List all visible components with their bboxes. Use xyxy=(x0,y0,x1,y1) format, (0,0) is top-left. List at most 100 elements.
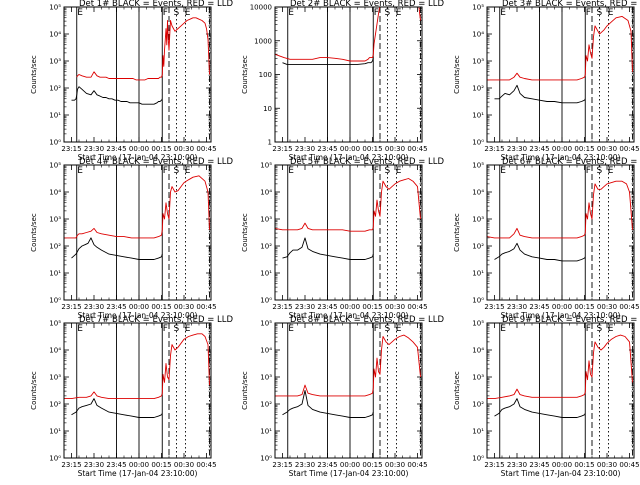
panel-title: Det 9# BLACK = Events, RED = LLD xyxy=(502,315,640,325)
marker-label: E xyxy=(500,8,506,18)
x-tick-label: 00:45 xyxy=(196,461,216,469)
marker-label: F xyxy=(374,324,379,334)
marker-label: E xyxy=(77,166,83,176)
series-line-lld xyxy=(275,7,421,62)
x-tick-label: 00:15 xyxy=(151,461,171,469)
series-line-events xyxy=(494,398,586,418)
x-tick-label: 00:30 xyxy=(385,461,405,469)
y-tick-label: 10¹ xyxy=(49,112,61,120)
x-tick-label: 23:45 xyxy=(529,145,549,153)
y-tick-label: 10¹ xyxy=(260,270,272,278)
x-tick-label: 00:45 xyxy=(619,461,639,469)
series-group xyxy=(487,15,633,104)
x-tick-label: 23:15 xyxy=(272,145,292,153)
y-tick-label: 10² xyxy=(49,401,61,409)
y-tick-label: 10⁴ xyxy=(260,189,272,197)
y-tick-label: 10⁰ xyxy=(472,455,484,463)
series-group xyxy=(487,334,633,418)
x-tick-label: 00:15 xyxy=(362,461,382,469)
panel-title: Det 7# BLACK = Events, RED = LLD xyxy=(79,315,234,325)
y-tick-label: 10⁰ xyxy=(49,139,61,147)
y-tick-label: 10² xyxy=(260,401,272,409)
x-tick-label: 00:00 xyxy=(552,145,572,153)
y-tick-label: 10³ xyxy=(49,58,61,66)
y-tick-label: 10⁴ xyxy=(472,189,484,197)
series-line-events xyxy=(71,86,163,105)
y-tick-label: 10³ xyxy=(472,374,484,382)
x-tick-label: 00:45 xyxy=(619,303,639,311)
panel-det-8: Det 8# BLACK = Events, RED = LLD 10⁰ 10¹ 10… xyxy=(241,315,445,478)
y-tick-label: 10⁰ xyxy=(49,297,61,305)
x-tick-label: 23:15 xyxy=(272,461,292,469)
x-axis-label: Start Time (17-Jan-04 23:10:00) xyxy=(289,311,409,320)
plot-frame xyxy=(274,6,423,143)
y-tick-label: 10³ xyxy=(472,58,484,66)
x-axis-label: Start Time (17-Jan-04 23:10:00) xyxy=(289,469,409,478)
y-tick-label: 10⁴ xyxy=(49,189,61,197)
x-tick-label: 23:15 xyxy=(484,145,504,153)
y-tick-label: 10⁴ xyxy=(472,347,484,355)
y-tick-label: 10¹ xyxy=(260,428,272,436)
x-tick-label: 00:15 xyxy=(151,145,171,153)
panel-title: Det 4# BLACK = Events, RED = LLD xyxy=(79,157,234,167)
marker-label: E xyxy=(608,8,614,18)
x-axis-label: Start Time (17-Jan-04 23:10:00) xyxy=(289,153,409,162)
y-tick-label: 10⁵ xyxy=(49,4,61,12)
x-tick-label: 00:45 xyxy=(407,303,427,311)
series-line-events xyxy=(494,242,586,262)
y-tick-label: 10⁴ xyxy=(49,347,61,355)
marker-label: F xyxy=(163,324,168,334)
panel-det-2: Det 2# BLACK = Events, RED = LLD 1 10 100 10… xyxy=(241,0,445,162)
marker-label: F xyxy=(163,8,168,18)
marker-label: S xyxy=(385,166,391,176)
x-tick-label: 00:30 xyxy=(174,303,194,311)
x-tick-label: 00:30 xyxy=(597,461,617,469)
y-tick-label: 10¹ xyxy=(472,428,484,436)
x-tick-label: 23:15 xyxy=(484,303,504,311)
panel-det-9: Det 9# BLACK = Events, RED = LLD 10⁰ 10¹ 10… xyxy=(453,315,640,478)
series-line-lld xyxy=(64,175,210,239)
x-tick-label: 00:00 xyxy=(340,145,360,153)
marker-label: E xyxy=(288,8,294,18)
y-tick-label: 10³ xyxy=(49,216,61,224)
x-tick-label: 23:45 xyxy=(317,461,337,469)
series-line-events xyxy=(282,237,374,260)
x-tick-label: 23:30 xyxy=(84,303,104,311)
marker-label: E xyxy=(288,166,294,176)
y-tick-label: 10² xyxy=(49,85,61,93)
marker-label: E xyxy=(185,324,191,334)
plot-frame xyxy=(274,164,423,301)
y-tick-label: 100 xyxy=(259,71,272,79)
x-tick-label: 00:15 xyxy=(151,303,171,311)
x-tick-label: 23:45 xyxy=(317,145,337,153)
x-tick-label: 00:45 xyxy=(619,145,639,153)
y-tick-label: 10 xyxy=(263,105,272,113)
x-tick-label: 23:30 xyxy=(295,145,315,153)
x-axis-label: Start Time (17-Jan-04 23:10:00) xyxy=(501,153,621,162)
marker-label: S xyxy=(174,8,180,18)
series-line-events xyxy=(71,398,163,418)
x-axis-label: Start Time (17-Jan-04 23:10:00) xyxy=(78,153,198,162)
panel-det-1: Det 1# BLACK = Events, RED = LLD 10⁰ 10¹ 10… xyxy=(30,0,234,162)
marker-label: F xyxy=(163,166,168,176)
marker-label: E xyxy=(77,8,83,18)
y-tick-label: 10⁴ xyxy=(472,31,484,39)
marker-label: E xyxy=(396,166,402,176)
y-axis-label: Counts/sec xyxy=(453,213,461,252)
y-tick-label: 10² xyxy=(49,243,61,251)
y-tick-label: 10⁰ xyxy=(49,455,61,463)
marker-label: F xyxy=(374,8,379,18)
series-line-lld xyxy=(487,334,633,400)
x-tick-label: 00:00 xyxy=(340,303,360,311)
x-tick-label: 23:15 xyxy=(61,303,81,311)
plot-frame xyxy=(486,6,635,143)
x-tick-label: 00:15 xyxy=(574,145,594,153)
y-tick-label: 10¹ xyxy=(472,270,484,278)
marker-label: F xyxy=(586,166,591,176)
series-line-lld xyxy=(275,334,421,397)
x-tick-label: 23:30 xyxy=(507,145,527,153)
x-tick-label: 00:15 xyxy=(574,461,594,469)
marker-label: S xyxy=(385,324,391,334)
y-tick-label: 1 xyxy=(268,139,272,147)
x-tick-label: 23:45 xyxy=(317,303,337,311)
